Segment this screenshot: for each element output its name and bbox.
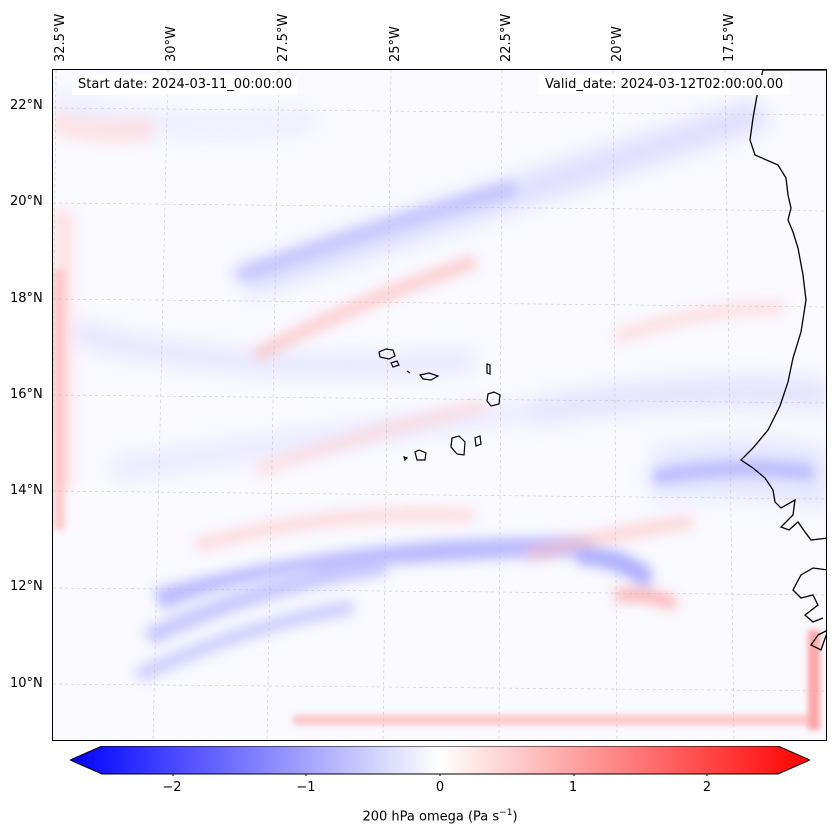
lat-label-20n: 20°N [10, 194, 43, 209]
lat-label-16n: 16°N [10, 387, 43, 402]
map-panel [52, 69, 827, 741]
colorbar-tick-neg1: −1 [296, 780, 316, 795]
lat-label-22n: 22°N [10, 98, 43, 113]
colorbar-label: 200 hPa omega (Pa s−1) [0, 808, 837, 824]
negative-omega-streaks [133, 180, 813, 682]
lon-label-32-5w: 32.5°W [53, 13, 68, 62]
boundary-positive-omega [53, 270, 820, 730]
lat-label-12n: 12°N [10, 579, 43, 594]
colorbar-tick-2: 2 [702, 780, 712, 795]
colorbar-ticks [172, 774, 708, 776]
colorbar-tick-1: 1 [568, 780, 578, 795]
omega-field-map [53, 70, 826, 740]
colorbar-gradient [70, 746, 810, 775]
colorbar-label-exponent: −1 [499, 808, 513, 818]
lon-label-27-5w: 27.5°W [276, 13, 291, 62]
lon-label-25w: 25°W [388, 26, 403, 62]
lon-label-30w: 30°W [164, 26, 179, 62]
colorbar [70, 746, 810, 776]
colorbar-tick-neg2: −2 [162, 780, 182, 795]
graticule [53, 70, 826, 740]
lon-label-20w: 20°W [610, 26, 625, 62]
lat-label-10n: 10°N [10, 676, 43, 691]
lon-label-22-5w: 22.5°W [499, 13, 514, 62]
colorbar-label-close: ) [512, 809, 518, 825]
colorbar-label-main: 200 hPa omega (Pa s [362, 809, 500, 825]
colorbar-tick-0: 0 [435, 780, 445, 795]
lat-label-18n: 18°N [10, 291, 43, 306]
valid-date-label: Valid_date: 2024-03-12T02:00:00.00 [539, 75, 790, 95]
cape-verde-islands [378, 348, 501, 462]
start-date-label: Start date: 2024-03-11_00:00:00 [72, 75, 299, 95]
lon-label-17-5w: 17.5°W [722, 13, 737, 62]
lat-label-14n: 14°N [10, 483, 43, 498]
west-africa-coastline [739, 70, 826, 651]
